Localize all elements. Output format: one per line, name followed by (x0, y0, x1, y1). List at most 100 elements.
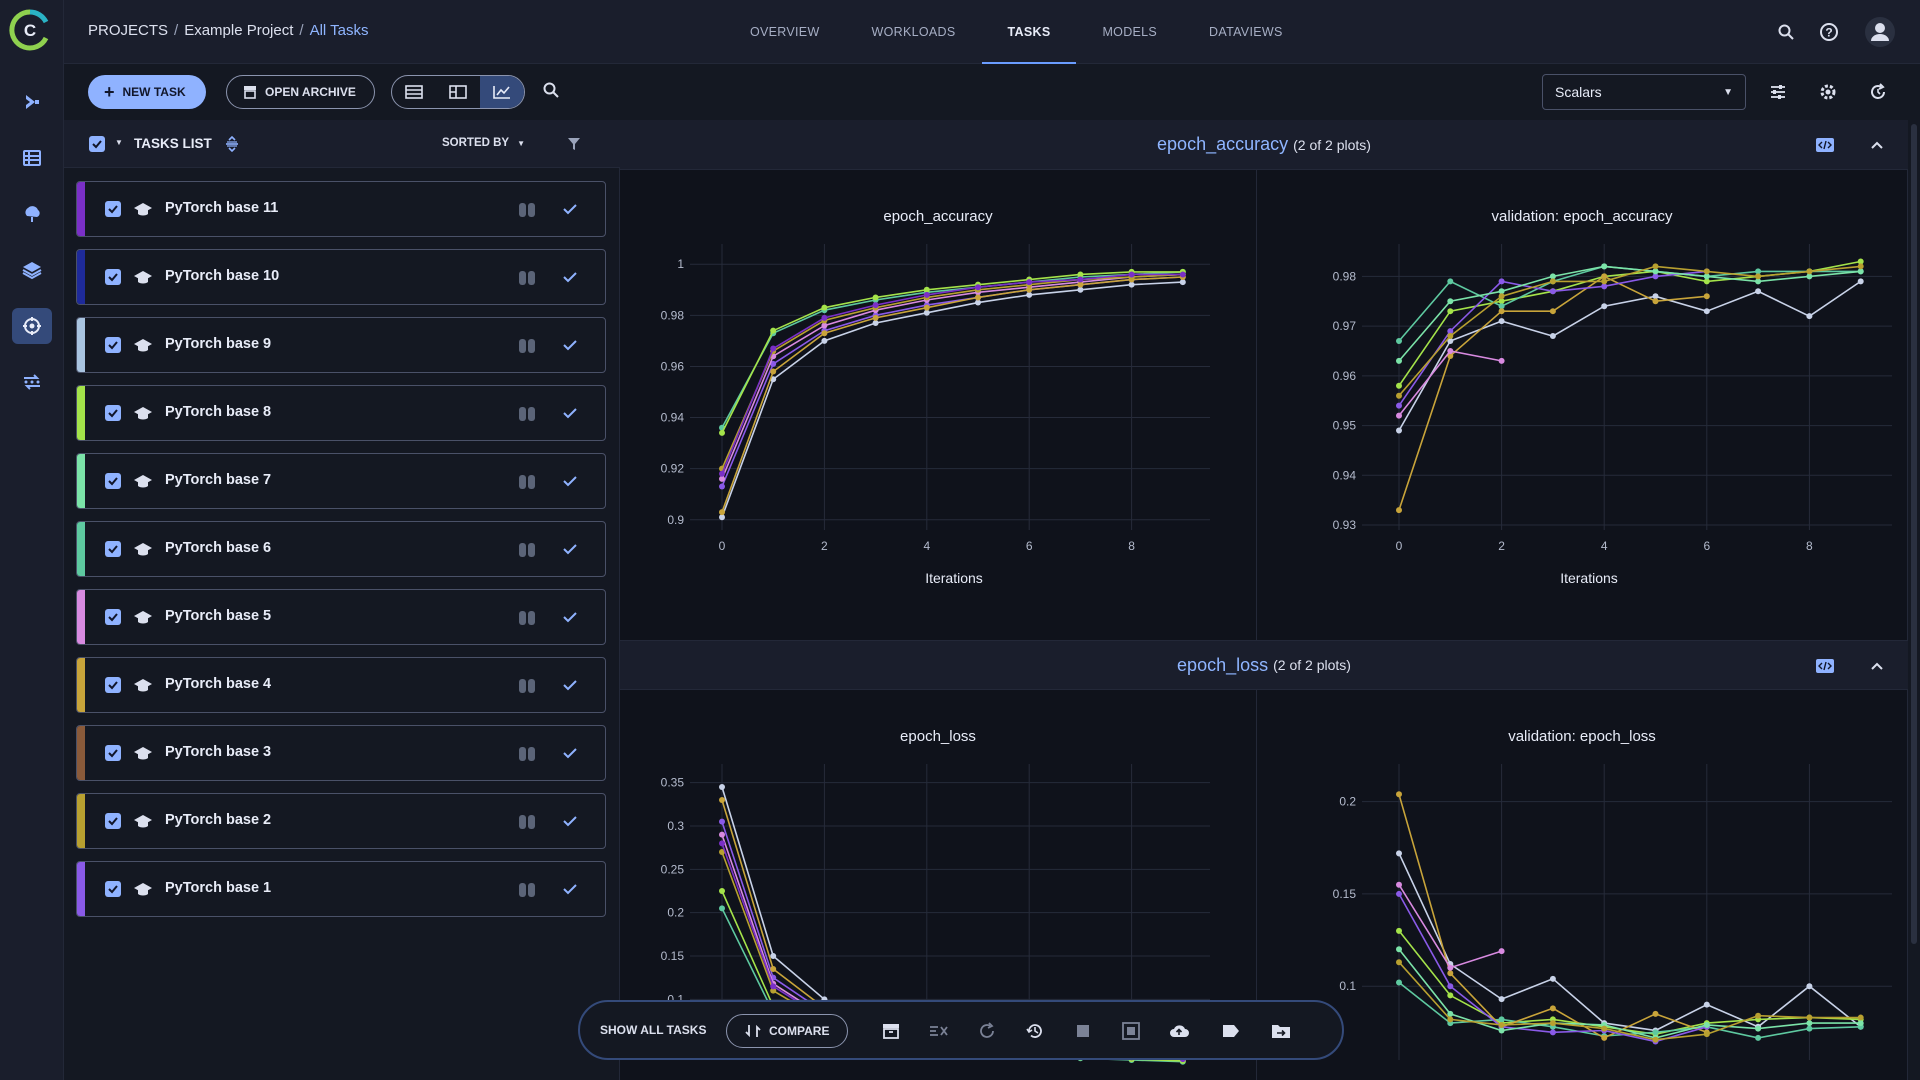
data-point[interactable] (1396, 850, 1402, 857)
task-row[interactable]: PyTorch base 3 (76, 725, 606, 781)
data-point[interactable] (1755, 288, 1762, 295)
data-point[interactable] (1179, 279, 1186, 286)
data-point[interactable] (1857, 268, 1864, 275)
series-line[interactable] (1398, 280, 1862, 431)
data-point[interactable] (1396, 427, 1402, 434)
data-point[interactable] (1601, 303, 1608, 310)
data-point[interactable] (770, 345, 777, 352)
data-point[interactable] (1498, 288, 1505, 295)
task-checkbox[interactable] (105, 269, 121, 285)
data-point[interactable] (1396, 338, 1402, 345)
task-row[interactable]: PyTorch base 4 (76, 657, 606, 713)
data-point[interactable] (1601, 283, 1608, 290)
data-point[interactable] (1652, 1010, 1659, 1017)
data-point[interactable] (1703, 1001, 1710, 1008)
data-point[interactable] (1652, 1029, 1659, 1036)
data-point[interactable] (1447, 352, 1454, 359)
data-point[interactable] (1601, 1034, 1608, 1041)
data-point[interactable] (770, 360, 777, 367)
line-chart[interactable]: 0.9 0.92 0.94 0.96 0.98 1 0 2 4 6 8 (620, 170, 1257, 640)
tab-tasks[interactable]: TASKS (981, 0, 1077, 64)
task-checkbox[interactable] (105, 201, 121, 217)
data-point[interactable] (821, 314, 828, 321)
data-point[interactable] (975, 284, 981, 291)
series-line[interactable] (721, 281, 1183, 518)
series-line[interactable] (1398, 265, 1861, 362)
task-row[interactable]: PyTorch base 11 (76, 181, 606, 237)
data-point[interactable] (1703, 1021, 1710, 1028)
series-line[interactable] (1398, 260, 1861, 387)
data-point[interactable] (770, 953, 777, 959)
data-point[interactable] (1498, 308, 1505, 315)
data-point[interactable] (1447, 1016, 1454, 1023)
series-line[interactable] (1398, 961, 1861, 1041)
reset-icon[interactable] (976, 1020, 998, 1042)
data-point[interactable] (1806, 1020, 1813, 1027)
data-point[interactable] (719, 475, 725, 482)
line-chart[interactable]: 0.1 0.15 0.2 (1257, 690, 1908, 1080)
task-checkbox[interactable] (105, 881, 121, 897)
data-point[interactable] (1498, 298, 1505, 305)
metric-type-select[interactable]: Scalars ▼ (1542, 74, 1746, 110)
data-point[interactable] (1806, 268, 1813, 275)
series-line[interactable] (721, 271, 1183, 429)
data-point[interactable] (1447, 308, 1454, 315)
data-point[interactable] (1549, 975, 1556, 982)
data-point[interactable] (1652, 1036, 1659, 1043)
data-point[interactable] (1396, 959, 1402, 966)
task-checkbox[interactable] (105, 813, 121, 829)
task-row[interactable]: PyTorch base 1 (76, 861, 606, 917)
series-line[interactable] (721, 273, 1183, 480)
collapse-chevron-icon[interactable] (1866, 134, 1888, 156)
show-all-tasks-button[interactable]: SHOW ALL TASKS (600, 1023, 707, 1037)
data-point[interactable] (1601, 263, 1608, 270)
data-point[interactable] (1703, 268, 1710, 275)
data-point[interactable] (1549, 333, 1556, 340)
plots-scrollbar[interactable] (1908, 120, 1920, 1080)
data-point[interactable] (1447, 278, 1454, 285)
data-point[interactable] (1447, 347, 1454, 354)
restore-history-icon[interactable] (1024, 1020, 1046, 1042)
data-point[interactable] (770, 327, 777, 334)
data-point[interactable] (1857, 278, 1864, 285)
data-point[interactable] (1396, 382, 1402, 389)
data-point[interactable] (923, 304, 930, 311)
data-point[interactable] (1652, 268, 1659, 275)
section-name-accuracy[interactable]: epoch_accuracy (1157, 134, 1289, 154)
series-line[interactable] (1398, 794, 1708, 1039)
data-point[interactable] (1026, 291, 1033, 298)
select-all-checkbox[interactable] (89, 136, 105, 152)
data-point[interactable] (1857, 263, 1864, 270)
compare-view-icon[interactable] (480, 76, 524, 108)
data-point[interactable] (1498, 278, 1505, 285)
data-point[interactable] (770, 983, 777, 990)
task-checkbox[interactable] (105, 745, 121, 761)
new-task-button[interactable]: + NEW TASK (88, 75, 206, 109)
data-point[interactable] (1755, 268, 1762, 275)
scrollbar-thumb[interactable] (1911, 124, 1917, 944)
data-point[interactable] (1755, 1025, 1762, 1032)
clearml-logo-icon[interactable]: C (8, 8, 52, 52)
nav-pipelines-icon[interactable] (12, 84, 52, 120)
nav-projects-icon[interactable] (12, 308, 52, 344)
data-point[interactable] (1498, 318, 1505, 325)
data-point[interactable] (1549, 273, 1556, 280)
task-row[interactable]: PyTorch base 5 (76, 589, 606, 645)
data-point[interactable] (719, 514, 725, 521)
auto-refresh-icon[interactable] (1866, 80, 1890, 104)
tag-icon[interactable] (1220, 1020, 1242, 1042)
data-point[interactable] (719, 849, 725, 855)
data-point[interactable] (719, 905, 725, 912)
data-point[interactable] (1396, 357, 1402, 364)
embed-code-icon[interactable] (1814, 134, 1836, 156)
data-point[interactable] (1447, 970, 1454, 977)
data-point[interactable] (872, 294, 879, 301)
data-point[interactable] (821, 322, 828, 329)
data-point[interactable] (1447, 328, 1454, 335)
data-point[interactable] (1755, 278, 1762, 285)
data-point[interactable] (1396, 890, 1402, 897)
task-checkbox[interactable] (105, 541, 121, 557)
nav-datasets-icon[interactable] (12, 140, 52, 176)
series-line[interactable] (721, 273, 1183, 475)
embed-code-icon[interactable] (1814, 655, 1836, 677)
